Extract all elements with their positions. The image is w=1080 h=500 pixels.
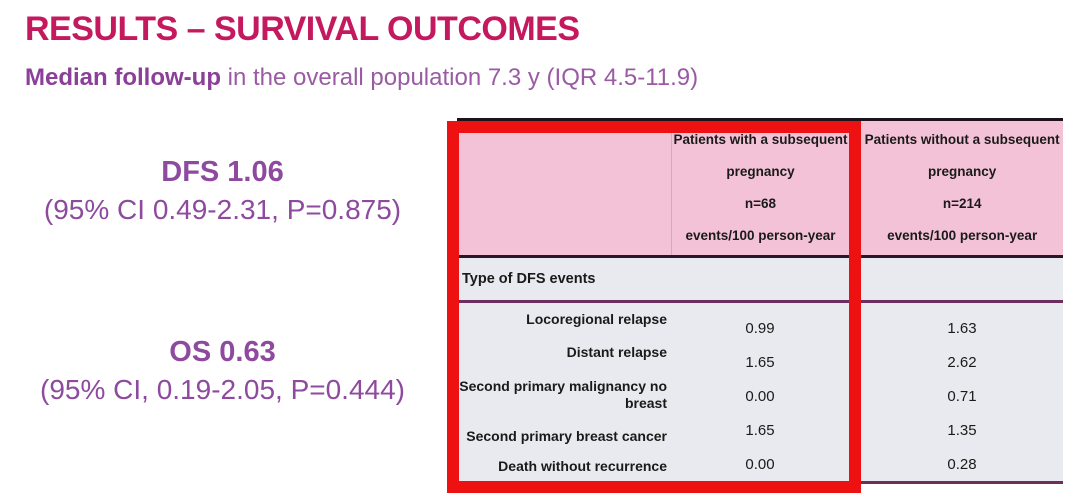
values-with-pregnancy: 0.99 1.65 0.00 1.65 0.00: [671, 303, 849, 481]
section-row-dfs-events: Type of DFS events: [457, 258, 1063, 300]
value-with-pregnancy: 0.00: [745, 455, 775, 473]
dfs-confidence-interval: (95% CI 0.49-2.31, P=0.875): [43, 194, 402, 225]
value-with-pregnancy: 1.65: [745, 421, 775, 439]
value-without-pregnancy: 1.63: [947, 319, 977, 337]
median-followup-line: Median follow-up in the overall populati…: [25, 64, 698, 92]
value-without-pregnancy: 0.71: [947, 387, 977, 405]
section-label: Type of DFS events: [462, 271, 596, 287]
row-label-locoregional: Locoregional relapse: [526, 311, 667, 327]
header-divider: [457, 255, 1063, 258]
page-title: RESULTS – SURVIVAL OUTCOMES: [25, 10, 580, 48]
table-bottom-border: [457, 481, 1063, 484]
value-without-pregnancy: 0.28: [947, 455, 977, 473]
os-stat-block: OS 0.63 (95% CI, 0.19-2.05, P=0.444): [0, 333, 445, 408]
os-confidence-interval: (95% CI, 0.19-2.05, P=0.444): [40, 374, 405, 405]
median-followup-label: Median follow-up: [25, 64, 221, 91]
header-without-pregnancy: Patients without a subsequent pregnancy …: [861, 121, 1063, 255]
table-top-border: [457, 118, 1063, 121]
values-without-pregnancy: 1.63 2.62 0.71 1.35 0.28: [861, 303, 1063, 481]
dfs-stat-block: DFS 1.06 (95% CI 0.49-2.31, P=0.875): [0, 153, 445, 228]
os-hazard-ratio: OS 0.63: [169, 336, 276, 368]
row-label-column: Locoregional relapse Distant relapse Sec…: [457, 303, 671, 481]
dfs-hazard-ratio: DFS 1.06: [161, 156, 284, 188]
value-with-pregnancy: 0.99: [745, 319, 775, 337]
table-header-row: Patients with a subsequent pregnancy n=6…: [457, 121, 1063, 255]
row-label-distant: Distant relapse: [566, 344, 667, 360]
header-empty-cell: [457, 121, 672, 255]
value-without-pregnancy: 2.62: [947, 353, 977, 371]
value-without-pregnancy: 1.35: [947, 421, 977, 439]
header-with-pregnancy: Patients with a subsequent pregnancy n=6…: [671, 121, 850, 255]
row-label-second-primary-malignancy: Second primary malignancy no breast: [459, 378, 667, 411]
section-divider: [457, 300, 1063, 303]
value-with-pregnancy: 1.65: [745, 353, 775, 371]
column-gap: [849, 121, 862, 255]
column-gap: [849, 303, 861, 481]
table-body: Locoregional relapse Distant relapse Sec…: [457, 303, 1063, 481]
row-label-second-primary-breast: Second primary breast cancer: [466, 427, 667, 444]
median-followup-value: in the overall population 7.3 y (IQR 4.5…: [220, 64, 699, 91]
row-label-death: Death without recurrence: [498, 457, 667, 474]
dfs-events-table: Patients with a subsequent pregnancy n=6…: [447, 118, 1063, 493]
value-with-pregnancy: 0.00: [745, 387, 775, 405]
